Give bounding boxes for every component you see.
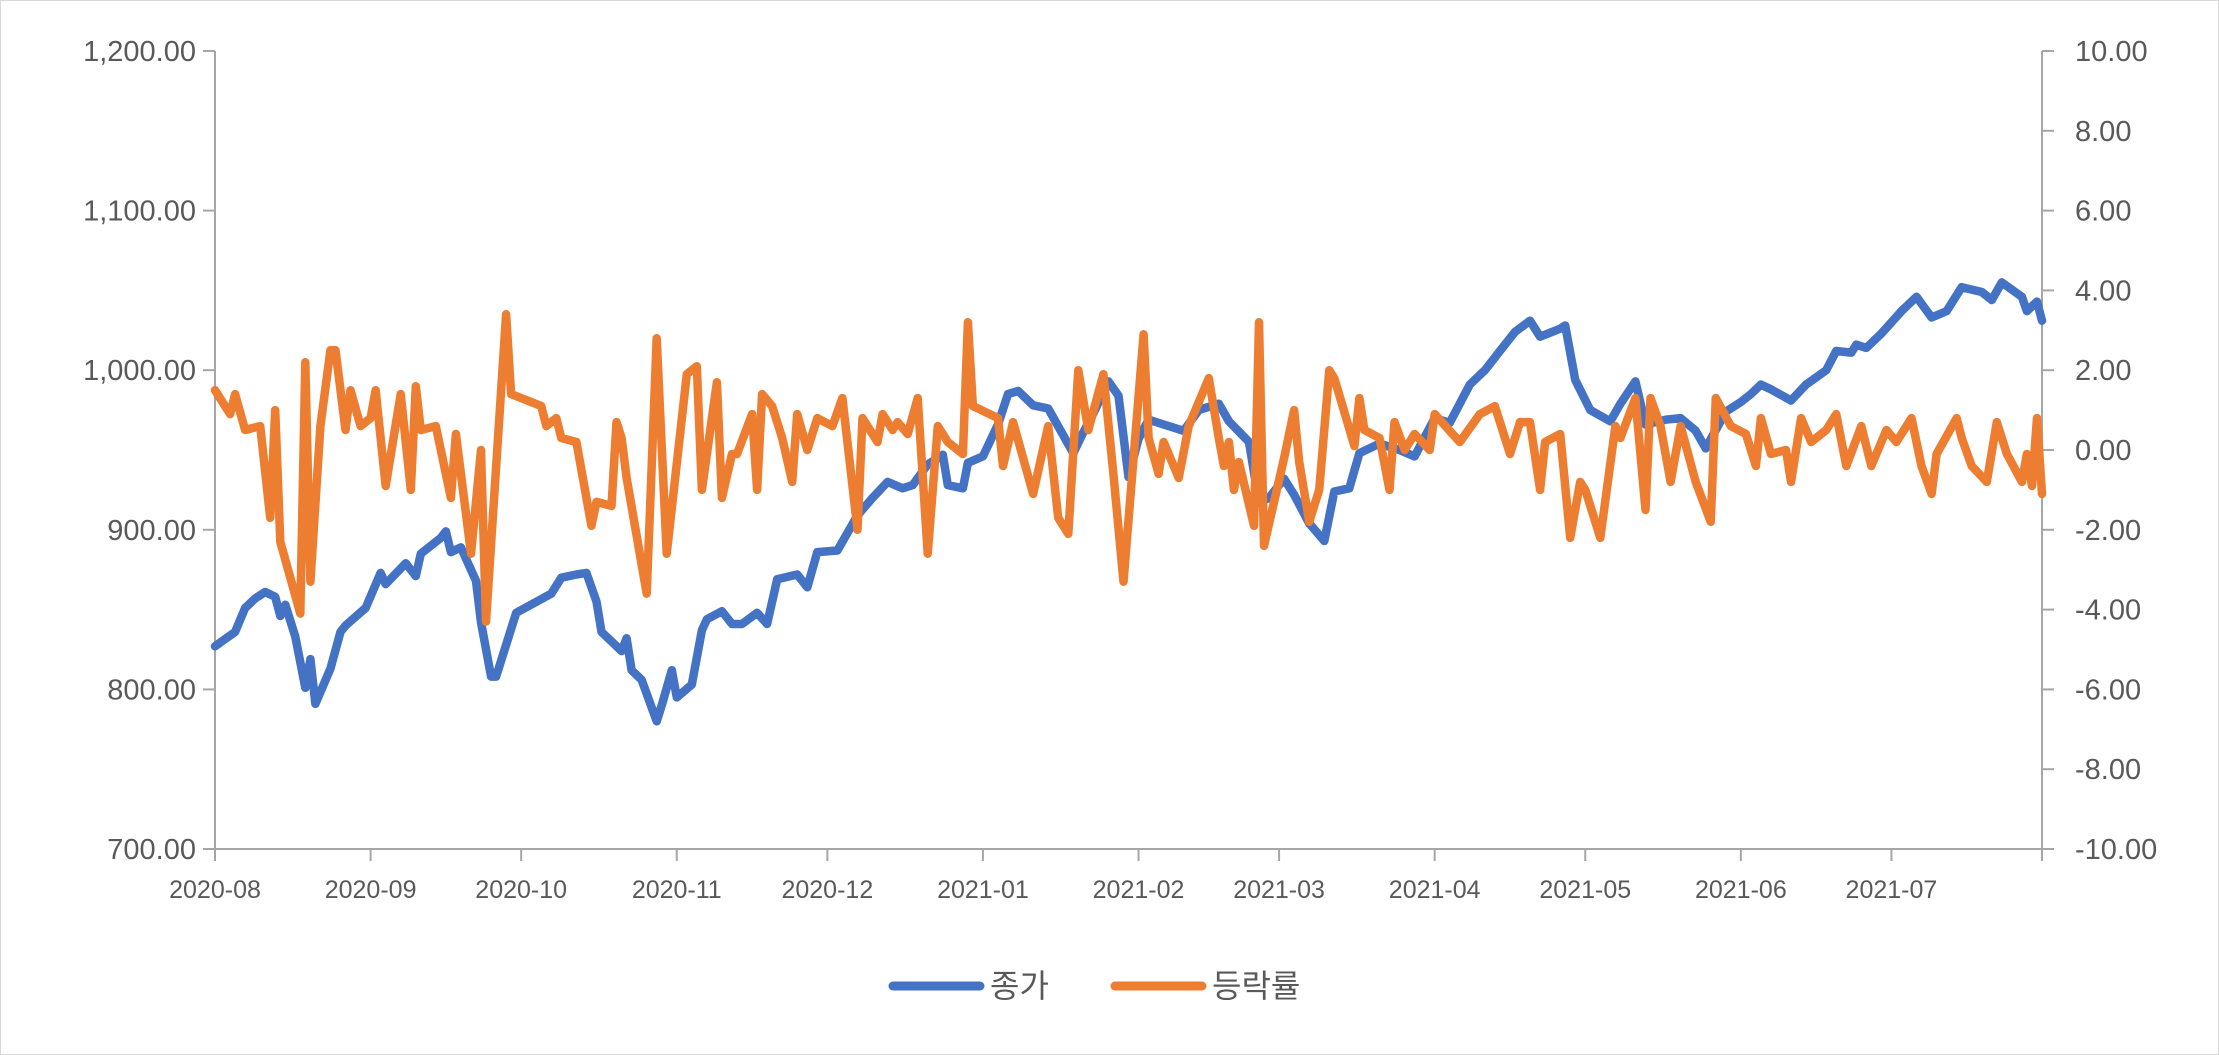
series-line-close bbox=[210, 278, 2047, 726]
left-tick-label: 900.00 bbox=[107, 515, 196, 547]
x-tick-label: 2021-06 bbox=[1695, 876, 1787, 904]
right-tick-label: 0.00 bbox=[2075, 435, 2131, 467]
axes: 700.00 800.00 900.00 1,000.00 1,100.00 1,200.… bbox=[83, 36, 2157, 904]
legend-label-close: 종가 bbox=[990, 967, 1049, 1005]
right-tick-label: -8.00 bbox=[2075, 754, 2141, 786]
left-tick-label: 1,200.00 bbox=[83, 36, 196, 68]
x-tick-label: 2021-07 bbox=[1846, 876, 1938, 904]
right-tick-label: 10.00 bbox=[2075, 36, 2148, 68]
x-tick-label: 2020-09 bbox=[325, 876, 417, 904]
right-tick-label: 2.00 bbox=[2075, 355, 2131, 387]
x-tick-label: 2021-05 bbox=[1539, 876, 1631, 904]
right-tick-label: -10.00 bbox=[2075, 834, 2157, 866]
right-tick-label: -6.00 bbox=[2075, 674, 2141, 706]
legend-label-change-rate: 등락률 bbox=[1212, 967, 1300, 1005]
left-tick-label: 1,100.00 bbox=[83, 196, 196, 228]
x-tick-label: 2020-08 bbox=[169, 876, 261, 904]
left-tick-label: 800.00 bbox=[107, 674, 196, 706]
series-lines bbox=[210, 278, 2047, 726]
legend: 종가 등락률 bbox=[888, 967, 1300, 1005]
x-tick-label: 2021-03 bbox=[1233, 876, 1325, 904]
x-tick-label: 2020-12 bbox=[781, 876, 873, 904]
right-tick-label: 6.00 bbox=[2075, 196, 2131, 228]
right-tick-label: 8.00 bbox=[2075, 116, 2131, 148]
right-tick-label: -2.00 bbox=[2075, 515, 2141, 547]
left-tick-label: 1,000.00 bbox=[83, 355, 196, 387]
x-tick-label: 2020-11 bbox=[632, 876, 722, 904]
x-tick-label: 2021-02 bbox=[1093, 876, 1185, 904]
x-tick-label: 2020-10 bbox=[475, 876, 567, 904]
x-tick-label: 2021-04 bbox=[1389, 876, 1481, 904]
right-tick-label: -4.00 bbox=[2075, 595, 2141, 627]
right-tick-label: 4.00 bbox=[2075, 275, 2131, 307]
series-line-change-rate bbox=[210, 310, 2047, 626]
x-tick-label: 2021-01 bbox=[937, 876, 1029, 904]
left-tick-label: 700.00 bbox=[107, 834, 196, 866]
